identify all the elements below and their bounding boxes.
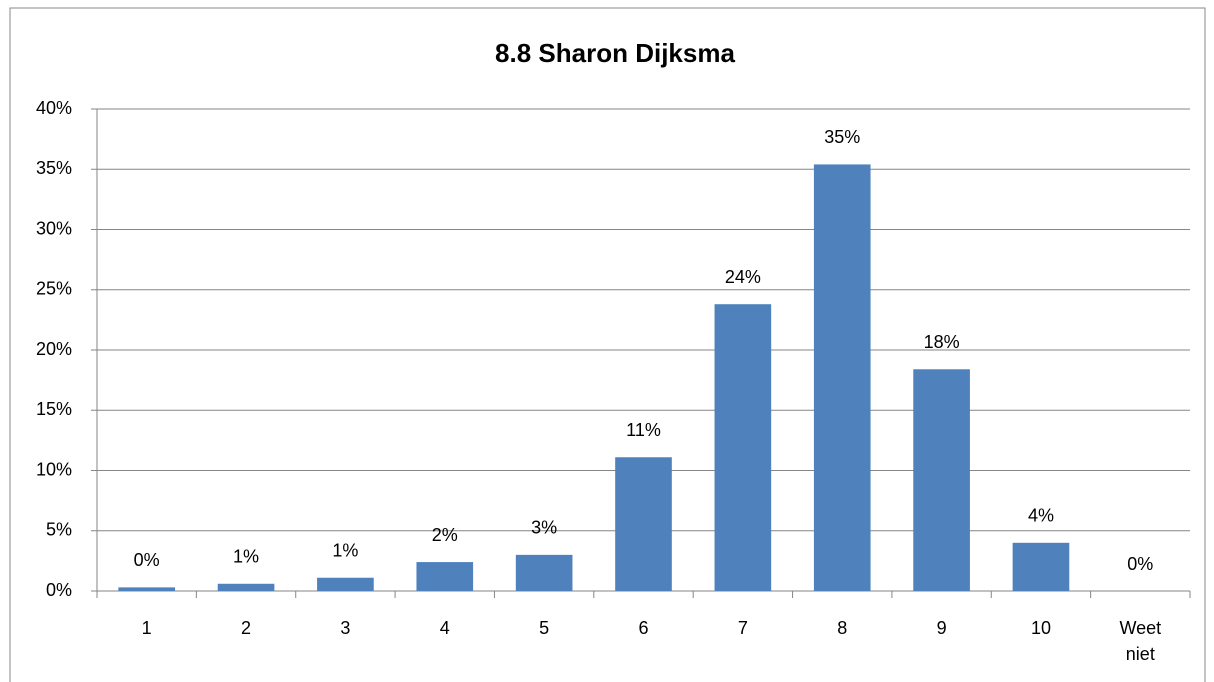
data-label: 1% — [233, 547, 259, 567]
x-tick-label: 2 — [241, 618, 252, 638]
x-tick-label: 10 — [1030, 618, 1051, 638]
x-tick-label: 6 — [638, 618, 649, 638]
y-tick-label: 40% — [36, 98, 72, 118]
bar — [1012, 542, 1070, 591]
data-label: 0% — [1127, 554, 1153, 574]
data-label: 1% — [332, 540, 358, 560]
data-label: 18% — [924, 332, 960, 352]
y-tick-label: 10% — [36, 459, 72, 479]
bar — [416, 562, 474, 591]
bar — [913, 369, 970, 591]
x-tick-label: Weet niet — [1119, 618, 1162, 664]
chart-title: 8.8 Sharon Dijksma — [495, 38, 735, 68]
data-label: 2% — [432, 525, 458, 545]
x-tick-label: 4 — [439, 618, 450, 638]
bar — [217, 583, 275, 591]
x-tick-label: 9 — [936, 618, 947, 638]
bar — [813, 164, 871, 591]
x-tick-label: 7 — [737, 618, 748, 638]
chart-border — [9, 7, 1206, 682]
data-label: 0% — [134, 550, 160, 570]
data-label: 3% — [531, 518, 557, 538]
y-tick-label: 0% — [46, 580, 72, 600]
y-tick-label: 20% — [36, 339, 72, 359]
y-tick-label: 15% — [36, 399, 72, 419]
y-tick-label: 30% — [36, 218, 72, 238]
x-tick-label: 3 — [340, 618, 351, 638]
data-label: 35% — [824, 127, 860, 147]
y-tick-label: 5% — [46, 520, 72, 540]
data-label: 11% — [626, 420, 661, 440]
data-label: 24% — [725, 267, 761, 287]
bar — [714, 304, 772, 591]
y-tick-label: 35% — [36, 158, 72, 178]
x-tick-label: 5 — [539, 618, 550, 638]
x-tick-label: 8 — [837, 618, 848, 638]
y-tick-label: 25% — [36, 279, 72, 299]
x-tick-label: 1 — [141, 618, 152, 638]
bar — [317, 577, 374, 591]
bar — [118, 587, 176, 591]
bar — [615, 457, 672, 591]
data-label: 4% — [1028, 506, 1054, 526]
bar — [515, 554, 573, 591]
